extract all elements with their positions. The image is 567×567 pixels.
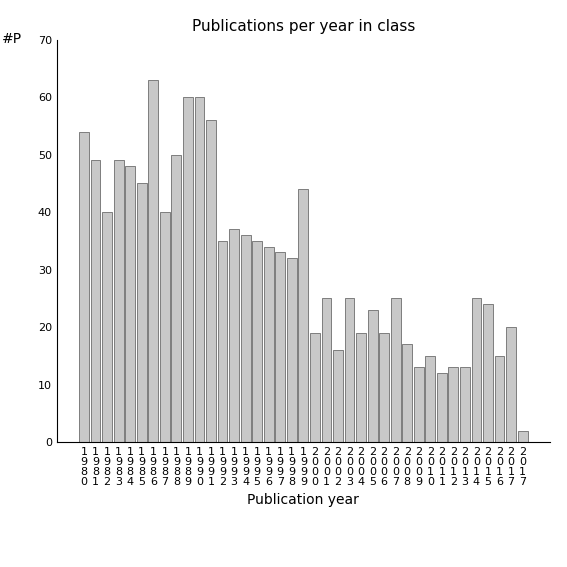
Bar <box>276 252 285 442</box>
Bar <box>125 166 135 442</box>
Bar <box>160 212 170 442</box>
Y-axis label: #P: #P <box>2 32 22 45</box>
Bar <box>356 333 366 442</box>
Bar <box>287 258 297 442</box>
Bar <box>241 235 251 442</box>
Bar <box>345 298 354 442</box>
Bar <box>137 184 147 442</box>
X-axis label: Publication year: Publication year <box>247 493 359 507</box>
Bar <box>518 431 527 442</box>
Bar <box>206 120 216 442</box>
Bar <box>367 310 378 442</box>
Bar <box>333 350 343 442</box>
Bar <box>229 230 239 442</box>
Bar <box>425 356 435 442</box>
Bar <box>79 132 89 442</box>
Bar <box>414 367 424 442</box>
Bar <box>91 160 100 442</box>
Bar <box>506 327 516 442</box>
Bar <box>483 304 493 442</box>
Bar <box>494 356 505 442</box>
Bar <box>379 333 389 442</box>
Bar <box>437 373 447 442</box>
Bar <box>171 155 181 442</box>
Bar <box>448 367 458 442</box>
Bar <box>472 298 481 442</box>
Bar <box>321 298 331 442</box>
Bar <box>218 241 227 442</box>
Title: Publications per year in class: Publications per year in class <box>192 19 415 35</box>
Bar <box>298 189 308 442</box>
Bar <box>183 97 193 442</box>
Bar <box>264 247 274 442</box>
Bar <box>114 160 124 442</box>
Bar <box>403 345 412 442</box>
Bar <box>460 367 470 442</box>
Bar <box>194 97 204 442</box>
Bar <box>102 212 112 442</box>
Bar <box>149 80 158 442</box>
Bar <box>310 333 320 442</box>
Bar <box>391 298 401 442</box>
Bar <box>252 241 262 442</box>
